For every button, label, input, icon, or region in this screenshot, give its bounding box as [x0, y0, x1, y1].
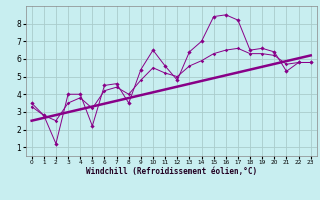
X-axis label: Windchill (Refroidissement éolien,°C): Windchill (Refroidissement éolien,°C) — [86, 167, 257, 176]
